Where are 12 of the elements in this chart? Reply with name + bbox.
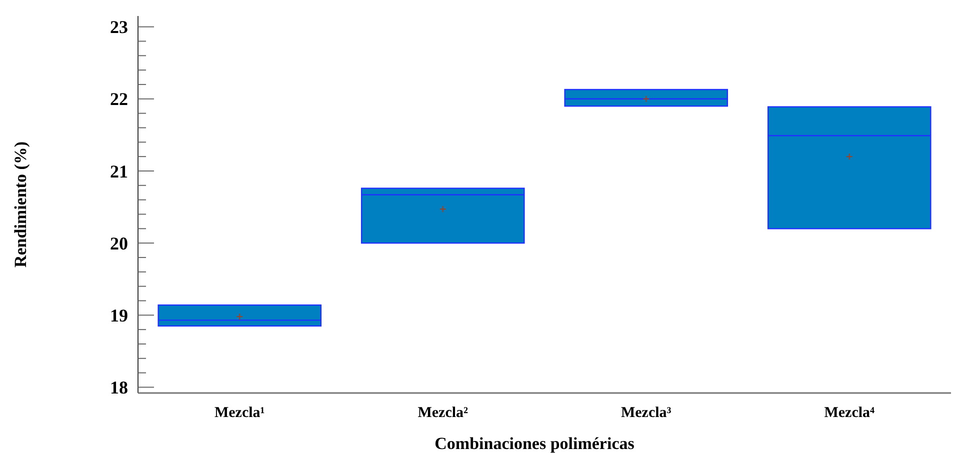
x-tick-label: Mezcla⁴ <box>824 405 876 421</box>
y-axis-title: Rendimiento (%) <box>11 141 30 268</box>
x-tick-label: Mezcla¹ <box>214 405 265 421</box>
y-tick-label: 20 <box>110 233 128 254</box>
y-tick-label: 18 <box>110 378 128 398</box>
x-tick-label: Mezcla³ <box>620 405 672 421</box>
x-tick-label: Mezcla² <box>418 405 469 421</box>
x-axis-title: Combinaciones poliméricas <box>434 434 635 453</box>
y-tick-label: 19 <box>110 305 128 326</box>
y-tick-label: 21 <box>110 161 128 182</box>
y-tick-label: 23 <box>110 17 128 38</box>
y-tick-label: 22 <box>110 89 128 110</box>
